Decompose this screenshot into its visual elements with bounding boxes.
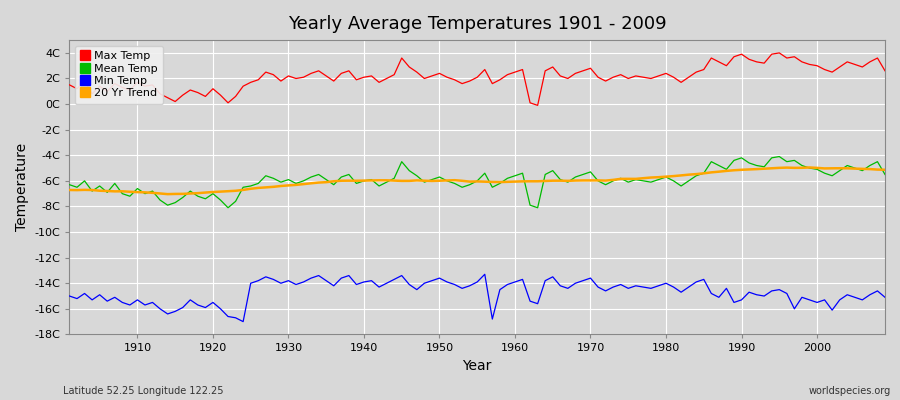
Text: Latitude 52.25 Longitude 122.25: Latitude 52.25 Longitude 122.25 [63,386,223,396]
X-axis label: Year: Year [463,359,492,373]
Legend: Max Temp, Mean Temp, Min Temp, 20 Yr Trend: Max Temp, Mean Temp, Min Temp, 20 Yr Tre… [75,46,163,104]
Title: Yearly Average Temperatures 1901 - 2009: Yearly Average Temperatures 1901 - 2009 [288,15,667,33]
Y-axis label: Temperature: Temperature [15,143,29,231]
Text: worldspecies.org: worldspecies.org [809,386,891,396]
